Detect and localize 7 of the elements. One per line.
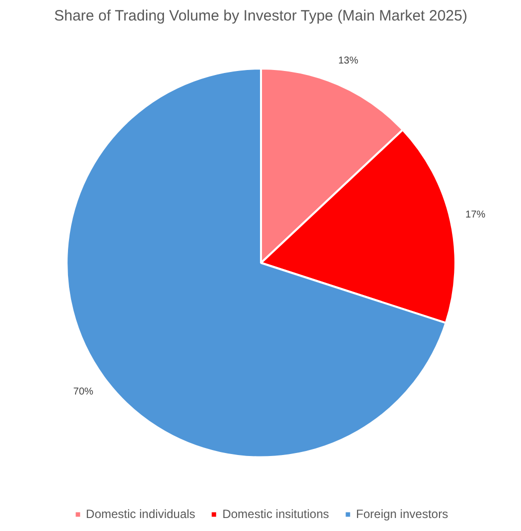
data-label: 13% [338, 56, 358, 67]
chart-title: Share of Trading Volume by Investor Type (Main Market 2025) [54, 8, 468, 24]
legend-label: Domestic insitutions [222, 507, 330, 521]
legend-label: Domestic individuals [86, 507, 196, 521]
data-label: 70% [73, 386, 94, 398]
legend-label: Foreign investors [356, 507, 448, 521]
data-label: 17% [465, 209, 486, 220]
